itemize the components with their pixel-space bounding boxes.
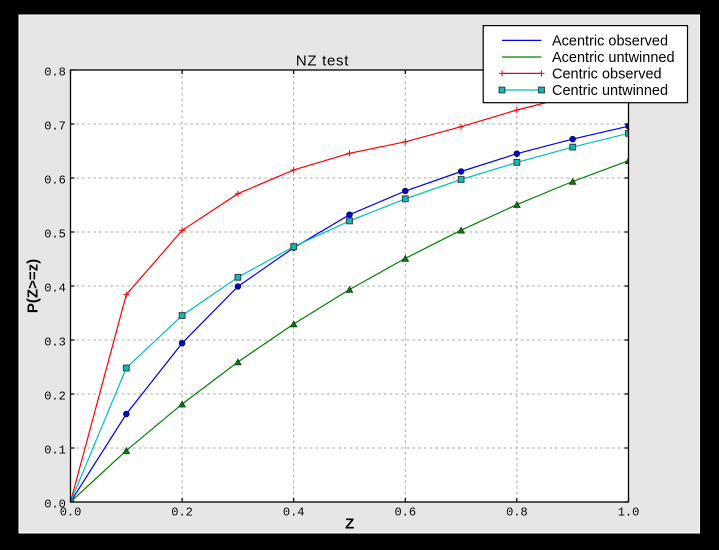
svg-text:0.0: 0.0	[60, 506, 82, 520]
svg-text:0.6: 0.6	[44, 173, 66, 187]
svg-text:0.7: 0.7	[44, 119, 66, 133]
svg-text:NZ test: NZ test	[296, 53, 349, 70]
svg-text:0.4: 0.4	[44, 281, 66, 295]
svg-text:0.4: 0.4	[283, 506, 305, 520]
svg-text:0.3: 0.3	[44, 335, 66, 349]
svg-text:Acentric untwinned: Acentric untwinned	[552, 50, 675, 66]
svg-text:0.2: 0.2	[171, 506, 193, 520]
svg-text:Centric observed: Centric observed	[552, 67, 662, 83]
svg-text:0.5: 0.5	[44, 227, 66, 241]
svg-text:0.0: 0.0	[44, 497, 66, 511]
svg-text:P(Z>=z): P(Z>=z)	[25, 259, 42, 313]
svg-text:Centric untwinned: Centric untwinned	[552, 83, 668, 99]
svg-text:0.6: 0.6	[394, 506, 416, 520]
svg-text:0.2: 0.2	[44, 389, 66, 403]
svg-text:0.8: 0.8	[506, 506, 528, 520]
svg-text:0.8: 0.8	[44, 65, 66, 79]
svg-text:1.0: 1.0	[618, 506, 640, 520]
svg-text:0.1: 0.1	[44, 443, 66, 457]
svg-text:Z: Z	[345, 516, 354, 533]
svg-text:Acentric observed: Acentric observed	[552, 34, 668, 50]
